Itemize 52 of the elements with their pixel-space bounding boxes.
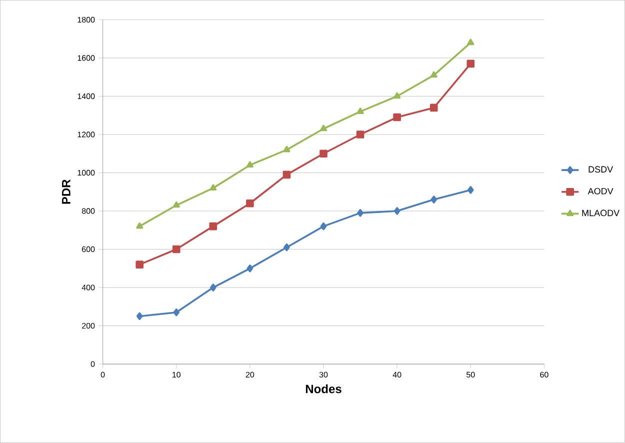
point — [394, 207, 400, 215]
point — [136, 312, 143, 320]
x-tick-label: 0 — [100, 372, 105, 378]
point — [284, 244, 290, 252]
point — [136, 260, 144, 269]
x-tick-label: 50 — [466, 372, 475, 378]
point — [172, 245, 180, 254]
point — [282, 170, 291, 179]
x-tick-label: 40 — [392, 372, 402, 378]
point — [430, 196, 438, 204]
y-tick-label: 400 — [82, 284, 95, 290]
point — [320, 222, 327, 230]
point — [172, 201, 180, 208]
legend-label: DSDV — [588, 166, 614, 173]
point — [173, 308, 180, 316]
x-tick-label: 60 — [540, 372, 548, 378]
x-tick-label: 20 — [246, 372, 254, 378]
point — [210, 284, 216, 292]
point — [320, 150, 328, 158]
x-tick-label: 10 — [172, 372, 181, 378]
point — [210, 184, 217, 191]
point — [246, 161, 254, 168]
point — [246, 264, 254, 272]
point — [209, 222, 218, 230]
point — [283, 146, 290, 152]
point — [430, 71, 438, 78]
y-tick-label: 0 — [90, 361, 95, 367]
point — [394, 92, 401, 99]
point — [357, 209, 364, 217]
y-tick-label: 1200 — [78, 132, 95, 138]
point — [136, 222, 144, 229]
y-tick-label: 1600 — [78, 55, 95, 61]
y-tick-label: 1800 — [78, 16, 95, 23]
y-tick-label: 600 — [82, 246, 95, 252]
legend-label: MLAODV — [582, 210, 620, 216]
point — [356, 130, 364, 138]
point — [467, 38, 474, 46]
y-tick-label: 200 — [82, 323, 95, 329]
x-axis-title: Nodes — [306, 384, 342, 394]
y-axis-title: PDR — [62, 180, 70, 204]
point — [430, 104, 438, 112]
x-tick-label: 30 — [319, 372, 328, 378]
y-tick-label: 1000 — [78, 170, 95, 176]
legend-label: AODV — [588, 188, 614, 194]
point — [467, 186, 474, 194]
point — [466, 60, 475, 68]
point — [320, 124, 328, 132]
point — [393, 113, 401, 122]
y-tick-label: 800 — [82, 208, 95, 214]
point — [356, 108, 364, 114]
y-tick-label: 1400 — [78, 93, 95, 100]
point — [246, 200, 254, 208]
